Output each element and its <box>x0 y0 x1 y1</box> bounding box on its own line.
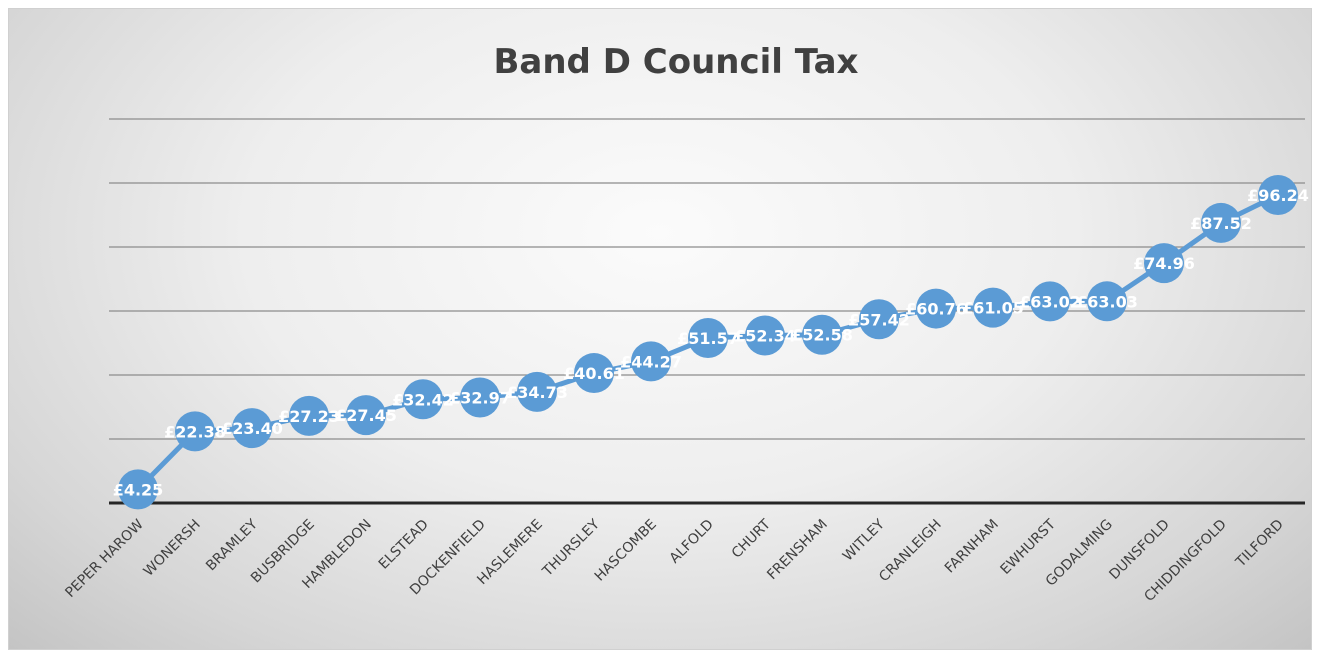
data-label: £63.02 <box>1019 292 1081 311</box>
data-point <box>916 288 956 329</box>
data-label: £27.45 <box>335 406 397 425</box>
x-tick-label: ELSTEAD <box>376 517 432 573</box>
data-point <box>574 353 614 394</box>
data-label: £52.34 <box>734 327 796 346</box>
data-point <box>1144 243 1184 284</box>
data-point <box>118 469 158 510</box>
data-point <box>802 314 842 355</box>
chart-area: Band D Council Tax £4.25 £22.38 £23.40 £27.… <box>8 8 1312 650</box>
data-label: £74.96 <box>1133 254 1195 273</box>
data-label: £4.25 <box>113 480 164 499</box>
data-point <box>859 299 899 340</box>
data-point <box>1201 202 1241 243</box>
data-labels: £4.25 £22.38£23.40£27.23£27.45£32.42£32.9… <box>113 186 1309 499</box>
data-label: £57.42 <box>848 310 910 329</box>
x-tick-label: PEPER HAROW <box>62 516 147 601</box>
data-label: £96.24 <box>1247 186 1309 205</box>
data-point <box>631 341 671 382</box>
data-label: £87.52 <box>1190 214 1252 233</box>
data-label: £52.58 <box>791 326 853 345</box>
x-tick-label: TILFORD <box>1232 517 1286 571</box>
data-label: £32.42 <box>392 390 454 409</box>
data-point <box>232 408 272 449</box>
x-tick-label: FRENSHAM <box>764 517 831 584</box>
data-label: £22.38 <box>164 422 226 441</box>
x-tick-label: FARNHAM <box>942 517 1002 577</box>
chart-title: Band D Council Tax <box>493 42 858 82</box>
data-point <box>688 317 728 358</box>
gridlines <box>109 118 1305 505</box>
x-tick-label: BRAMLEY <box>203 516 261 574</box>
data-point <box>1087 281 1127 322</box>
x-tick-label: CHURT <box>729 516 774 561</box>
data-point <box>346 395 386 436</box>
data-point <box>289 395 329 436</box>
data-point <box>460 377 500 418</box>
data-label: £63.03 <box>1076 292 1138 311</box>
data-label: £60.76 <box>905 300 967 319</box>
data-label: £40.61 <box>563 364 625 383</box>
chart-canvas: Band D Council Tax £4.25£22.38£23.40£27.… <box>62 42 1309 605</box>
data-point <box>517 371 557 412</box>
data-label: £23.40 <box>221 419 283 438</box>
data-label: £27.23 <box>278 407 340 426</box>
data-point <box>973 287 1013 328</box>
x-tick-label: HASCOMBE <box>592 517 660 585</box>
x-tick-label: WONERSH <box>141 517 204 580</box>
data-label: £51.57 <box>677 329 739 348</box>
data-label: £61.05 <box>962 299 1024 318</box>
data-label: £44.27 <box>620 352 682 371</box>
data-point <box>745 315 785 356</box>
data-label: £32.97 <box>449 388 511 407</box>
data-point <box>403 379 443 420</box>
x-tick-label: ALFOLD <box>667 517 717 567</box>
data-point <box>1258 175 1298 216</box>
x-tick-label: WITLEY <box>840 516 888 564</box>
x-tick-label: EWHURST <box>998 516 1060 578</box>
data-points <box>118 175 1298 510</box>
data-point <box>1030 281 1070 322</box>
data-point <box>175 411 215 452</box>
data-label: £34.73 <box>506 383 568 402</box>
